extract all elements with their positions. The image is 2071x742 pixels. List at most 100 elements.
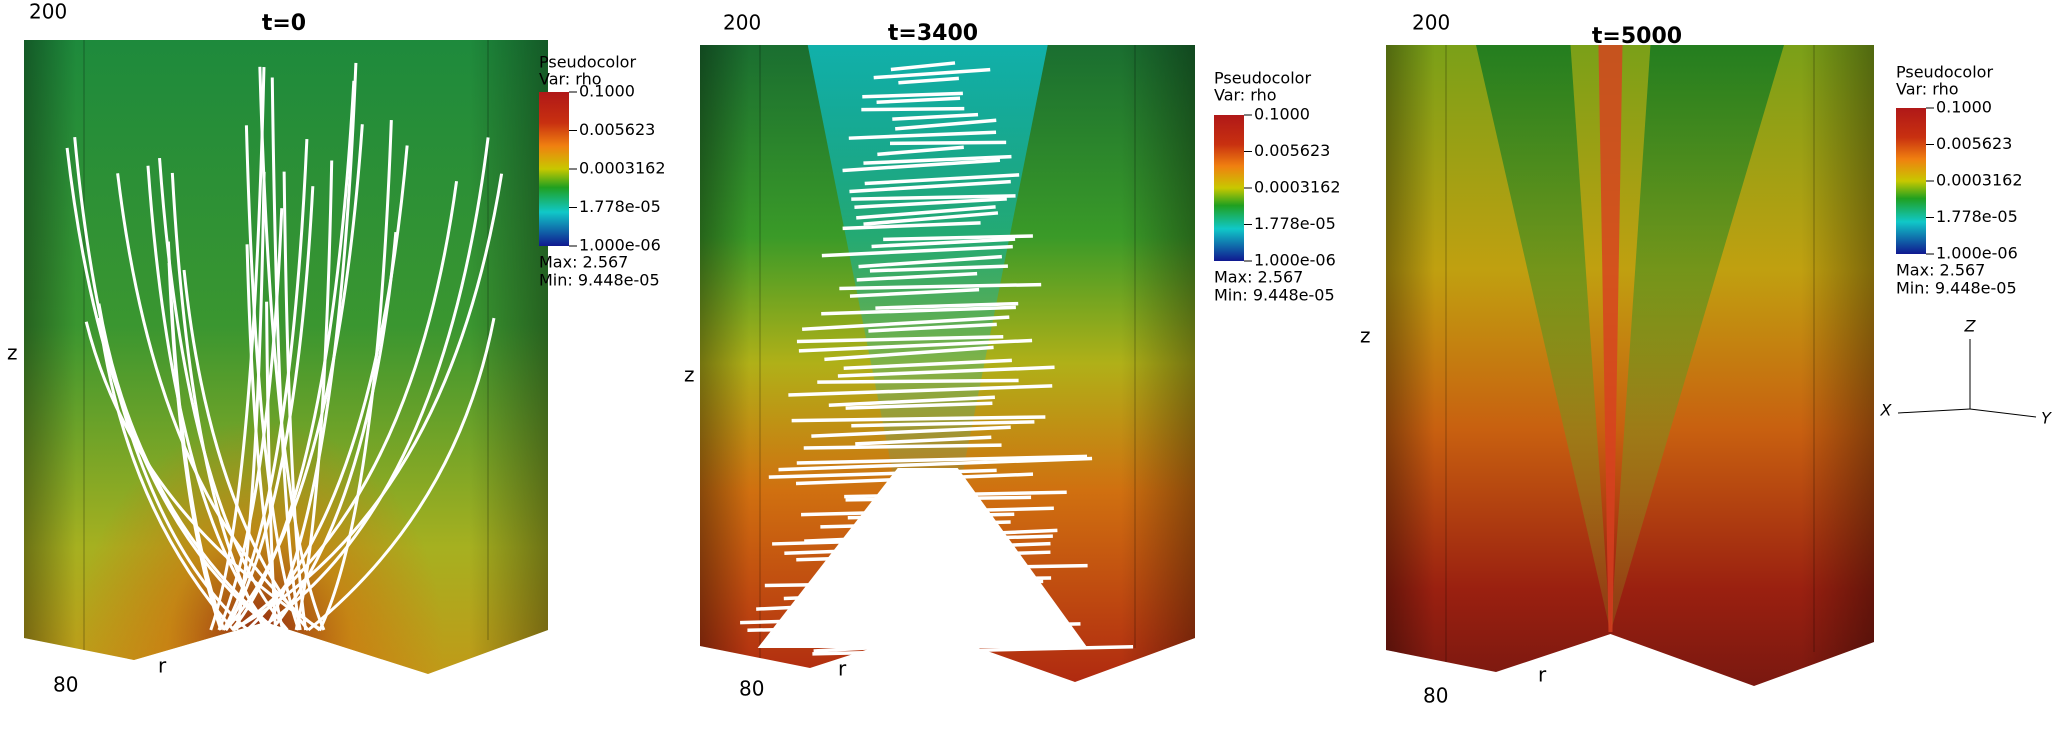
- streamline: [824, 345, 994, 362]
- colorbar-label: 0.005623: [1936, 134, 2012, 153]
- streamline: [802, 315, 1010, 331]
- colorbar-label: 0.1000: [1254, 105, 1310, 124]
- streamline: [244, 125, 301, 631]
- colorbar-label: 1.000e-06: [1936, 244, 2018, 263]
- legend-var: Var: rho: [539, 70, 602, 89]
- triad-label: Y: [2041, 409, 2052, 428]
- streamline: [307, 317, 496, 632]
- streamline: [863, 154, 1012, 165]
- streamline: [256, 137, 490, 632]
- streamline: [788, 384, 1053, 397]
- z-top-label: 200: [723, 11, 761, 35]
- colorbar-label: 0.0003162: [579, 159, 666, 178]
- legend-min: Min: 9.448e-05: [1214, 286, 1335, 305]
- streamline: [837, 365, 1055, 378]
- streamline: [146, 165, 273, 631]
- streamline: [245, 244, 285, 631]
- streamline: [876, 96, 961, 105]
- legend-title: Pseudocolor: [1896, 63, 1993, 82]
- legend-max: Max: 2.567: [1896, 261, 1985, 280]
- colorbar-label: 0.1000: [579, 82, 635, 101]
- streamline: [65, 147, 277, 632]
- colorbar-label: 0.0003162: [1936, 171, 2023, 190]
- shading: [1386, 45, 1874, 686]
- z-axis-label: z: [1360, 324, 1371, 348]
- streamline: [803, 443, 1002, 450]
- streamline: [871, 237, 1016, 249]
- streamline: [798, 338, 1033, 353]
- streamline: [270, 77, 302, 631]
- colorbar: [1896, 108, 1926, 254]
- streamline: [875, 301, 1019, 310]
- streamline: [862, 91, 963, 99]
- streamline: [864, 173, 1020, 186]
- panel: [24, 40, 548, 674]
- streamline: [890, 61, 956, 72]
- streamline: [222, 139, 309, 631]
- streamline: [821, 244, 1013, 258]
- streamline: [265, 301, 278, 631]
- streamline: [845, 401, 993, 410]
- streamline: [232, 173, 504, 632]
- streamline: [851, 194, 1016, 201]
- panel-title: t=0: [262, 11, 306, 36]
- triad-axis: [1969, 408, 2037, 418]
- streamline: [97, 317, 235, 632]
- legend-min: Min: 9.448e-05: [1896, 279, 2017, 298]
- streamline: [858, 254, 1002, 269]
- streamline: [883, 234, 1033, 242]
- streamline: [854, 197, 1007, 209]
- streamline: [842, 158, 1001, 173]
- streamline: [877, 145, 964, 157]
- streamline: [855, 435, 992, 446]
- colorbar: [539, 92, 569, 246]
- streamline: [892, 112, 979, 121]
- streamline: [209, 67, 266, 631]
- z-bottom-label: 80: [1423, 684, 1448, 708]
- streamline: [849, 287, 980, 298]
- streamline: [869, 264, 1008, 273]
- streamline: [318, 119, 393, 631]
- streamline: [898, 76, 960, 85]
- streamline: [167, 262, 223, 631]
- streamline: [828, 395, 995, 408]
- colorbar-label: 0.0003162: [1254, 178, 1341, 197]
- streamline: [796, 454, 1088, 465]
- streamline: [861, 106, 965, 112]
- legend-var: Var: rho: [1896, 80, 1959, 99]
- streamline: [158, 157, 289, 631]
- colorbar-label: 1.778e-05: [579, 197, 661, 216]
- streamline: [856, 271, 978, 282]
- streamline: [235, 171, 266, 631]
- streamline: [868, 322, 997, 333]
- streamline: [270, 231, 398, 631]
- triad-axis: [1897, 408, 1971, 414]
- colorbar-label: 1.778e-05: [1254, 214, 1336, 233]
- streamline: [821, 305, 1016, 316]
- shading: [24, 40, 548, 674]
- streamline: [895, 118, 997, 131]
- r-axis-label: r: [158, 654, 167, 678]
- panel-title: t=3400: [888, 21, 978, 46]
- streamline: [873, 67, 991, 80]
- z-axis-label: z: [684, 363, 695, 387]
- streamline: [811, 425, 1011, 438]
- streamline: [842, 221, 981, 231]
- panel-title: t=5000: [1592, 24, 1682, 49]
- z-axis-label: z: [7, 341, 18, 365]
- z-top-label: 200: [1412, 11, 1450, 35]
- colorbar-label: 1.778e-05: [1936, 207, 2018, 226]
- colorbar: [1214, 115, 1244, 261]
- streamline: [851, 420, 1035, 428]
- panel: [700, 45, 1195, 682]
- streamline: [73, 136, 249, 632]
- streamline: [889, 140, 1007, 146]
- legend-title: Pseudocolor: [1214, 69, 1311, 88]
- streamline: [282, 171, 308, 631]
- streamline-fill: [757, 468, 1088, 648]
- colorbar-label: 0.005623: [579, 120, 655, 139]
- streamline: [856, 205, 996, 220]
- streamline: [848, 130, 997, 140]
- streamline: [849, 179, 1011, 194]
